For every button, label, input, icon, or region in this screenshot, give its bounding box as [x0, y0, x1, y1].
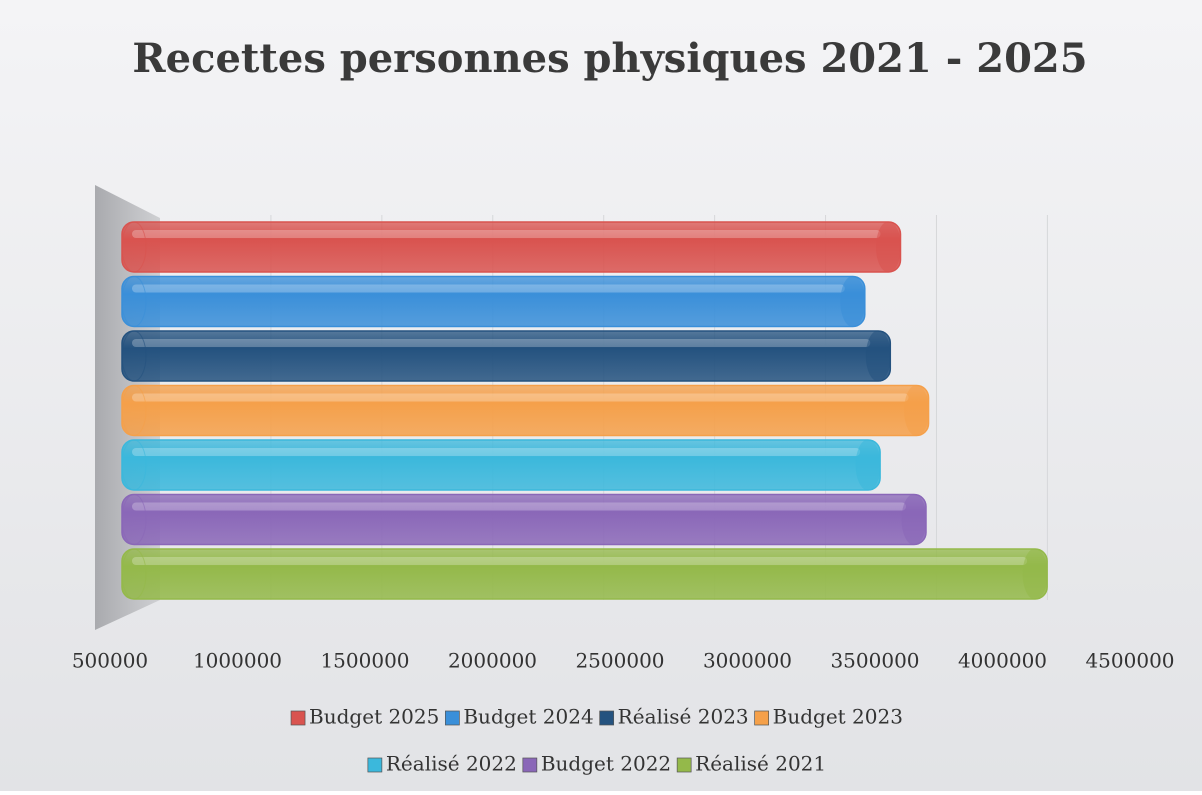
legend-label: Réalisé 2023	[618, 705, 749, 729]
bar-cap	[840, 276, 866, 327]
legend-swatch	[599, 710, 615, 726]
bar-cap	[904, 385, 930, 436]
legend-label: Budget 2025	[309, 705, 439, 729]
x-tick-label: 3000000	[703, 649, 792, 673]
bar	[121, 384, 930, 437]
legend-swatch	[676, 757, 692, 773]
bar	[121, 493, 927, 546]
legend-label: Budget 2024	[463, 705, 593, 729]
bar	[121, 548, 1048, 600]
bar-cap	[865, 330, 891, 382]
bar-cap	[901, 494, 927, 545]
x-tick-label: 1000000	[193, 649, 282, 673]
bar-cap	[121, 221, 147, 273]
legend-swatch	[522, 757, 538, 773]
bar-highlight	[132, 557, 1028, 565]
bar-cap	[121, 276, 147, 327]
bar-cap	[121, 494, 147, 545]
bar-highlight	[132, 230, 881, 238]
legend-label: Réalisé 2021	[695, 752, 826, 776]
legend-swatch	[754, 710, 769, 726]
bar-cap	[855, 439, 881, 491]
bar-highlight	[132, 448, 861, 456]
chart-title: Recettes personnes physiques 2021 - 2025	[132, 35, 1087, 82]
bar-cap	[121, 548, 147, 600]
bar-cap	[121, 439, 147, 491]
legend-label: Budget 2022	[541, 752, 671, 776]
legend-swatch	[290, 710, 306, 726]
x-tick-label: 2500000	[575, 649, 664, 673]
plot: 500000 1000000 1500000 2000000 2500000 300000…	[72, 215, 1175, 673]
bar	[121, 221, 902, 273]
bar-highlight	[132, 284, 845, 293]
x-tick-label: 500000	[72, 649, 148, 673]
bar-highlight	[132, 393, 909, 402]
bar-cap	[121, 385, 147, 436]
bar-cap	[876, 221, 901, 273]
bar-cap	[121, 330, 147, 382]
x-tick-label: 4500000	[1085, 649, 1174, 673]
bar	[121, 330, 892, 382]
legend-swatch	[367, 757, 383, 773]
legend-label: Budget 2023	[773, 705, 903, 729]
bar-highlight	[132, 502, 906, 511]
bar	[121, 439, 881, 491]
x-tick-label: 4000000	[958, 649, 1047, 673]
bar-cap	[1022, 548, 1048, 600]
legend-swatch	[445, 710, 460, 726]
x-tick-label: 1500000	[320, 649, 409, 673]
bar	[121, 275, 866, 328]
legend: Budget 2025 Budget 2024 Réalisé 2023 Budget…	[290, 705, 903, 776]
x-tick-label: 2000000	[448, 649, 537, 673]
x-tick-label: 3500000	[830, 649, 919, 673]
bar-highlight	[132, 339, 871, 347]
legend-label: Réalisé 2022	[386, 752, 517, 776]
